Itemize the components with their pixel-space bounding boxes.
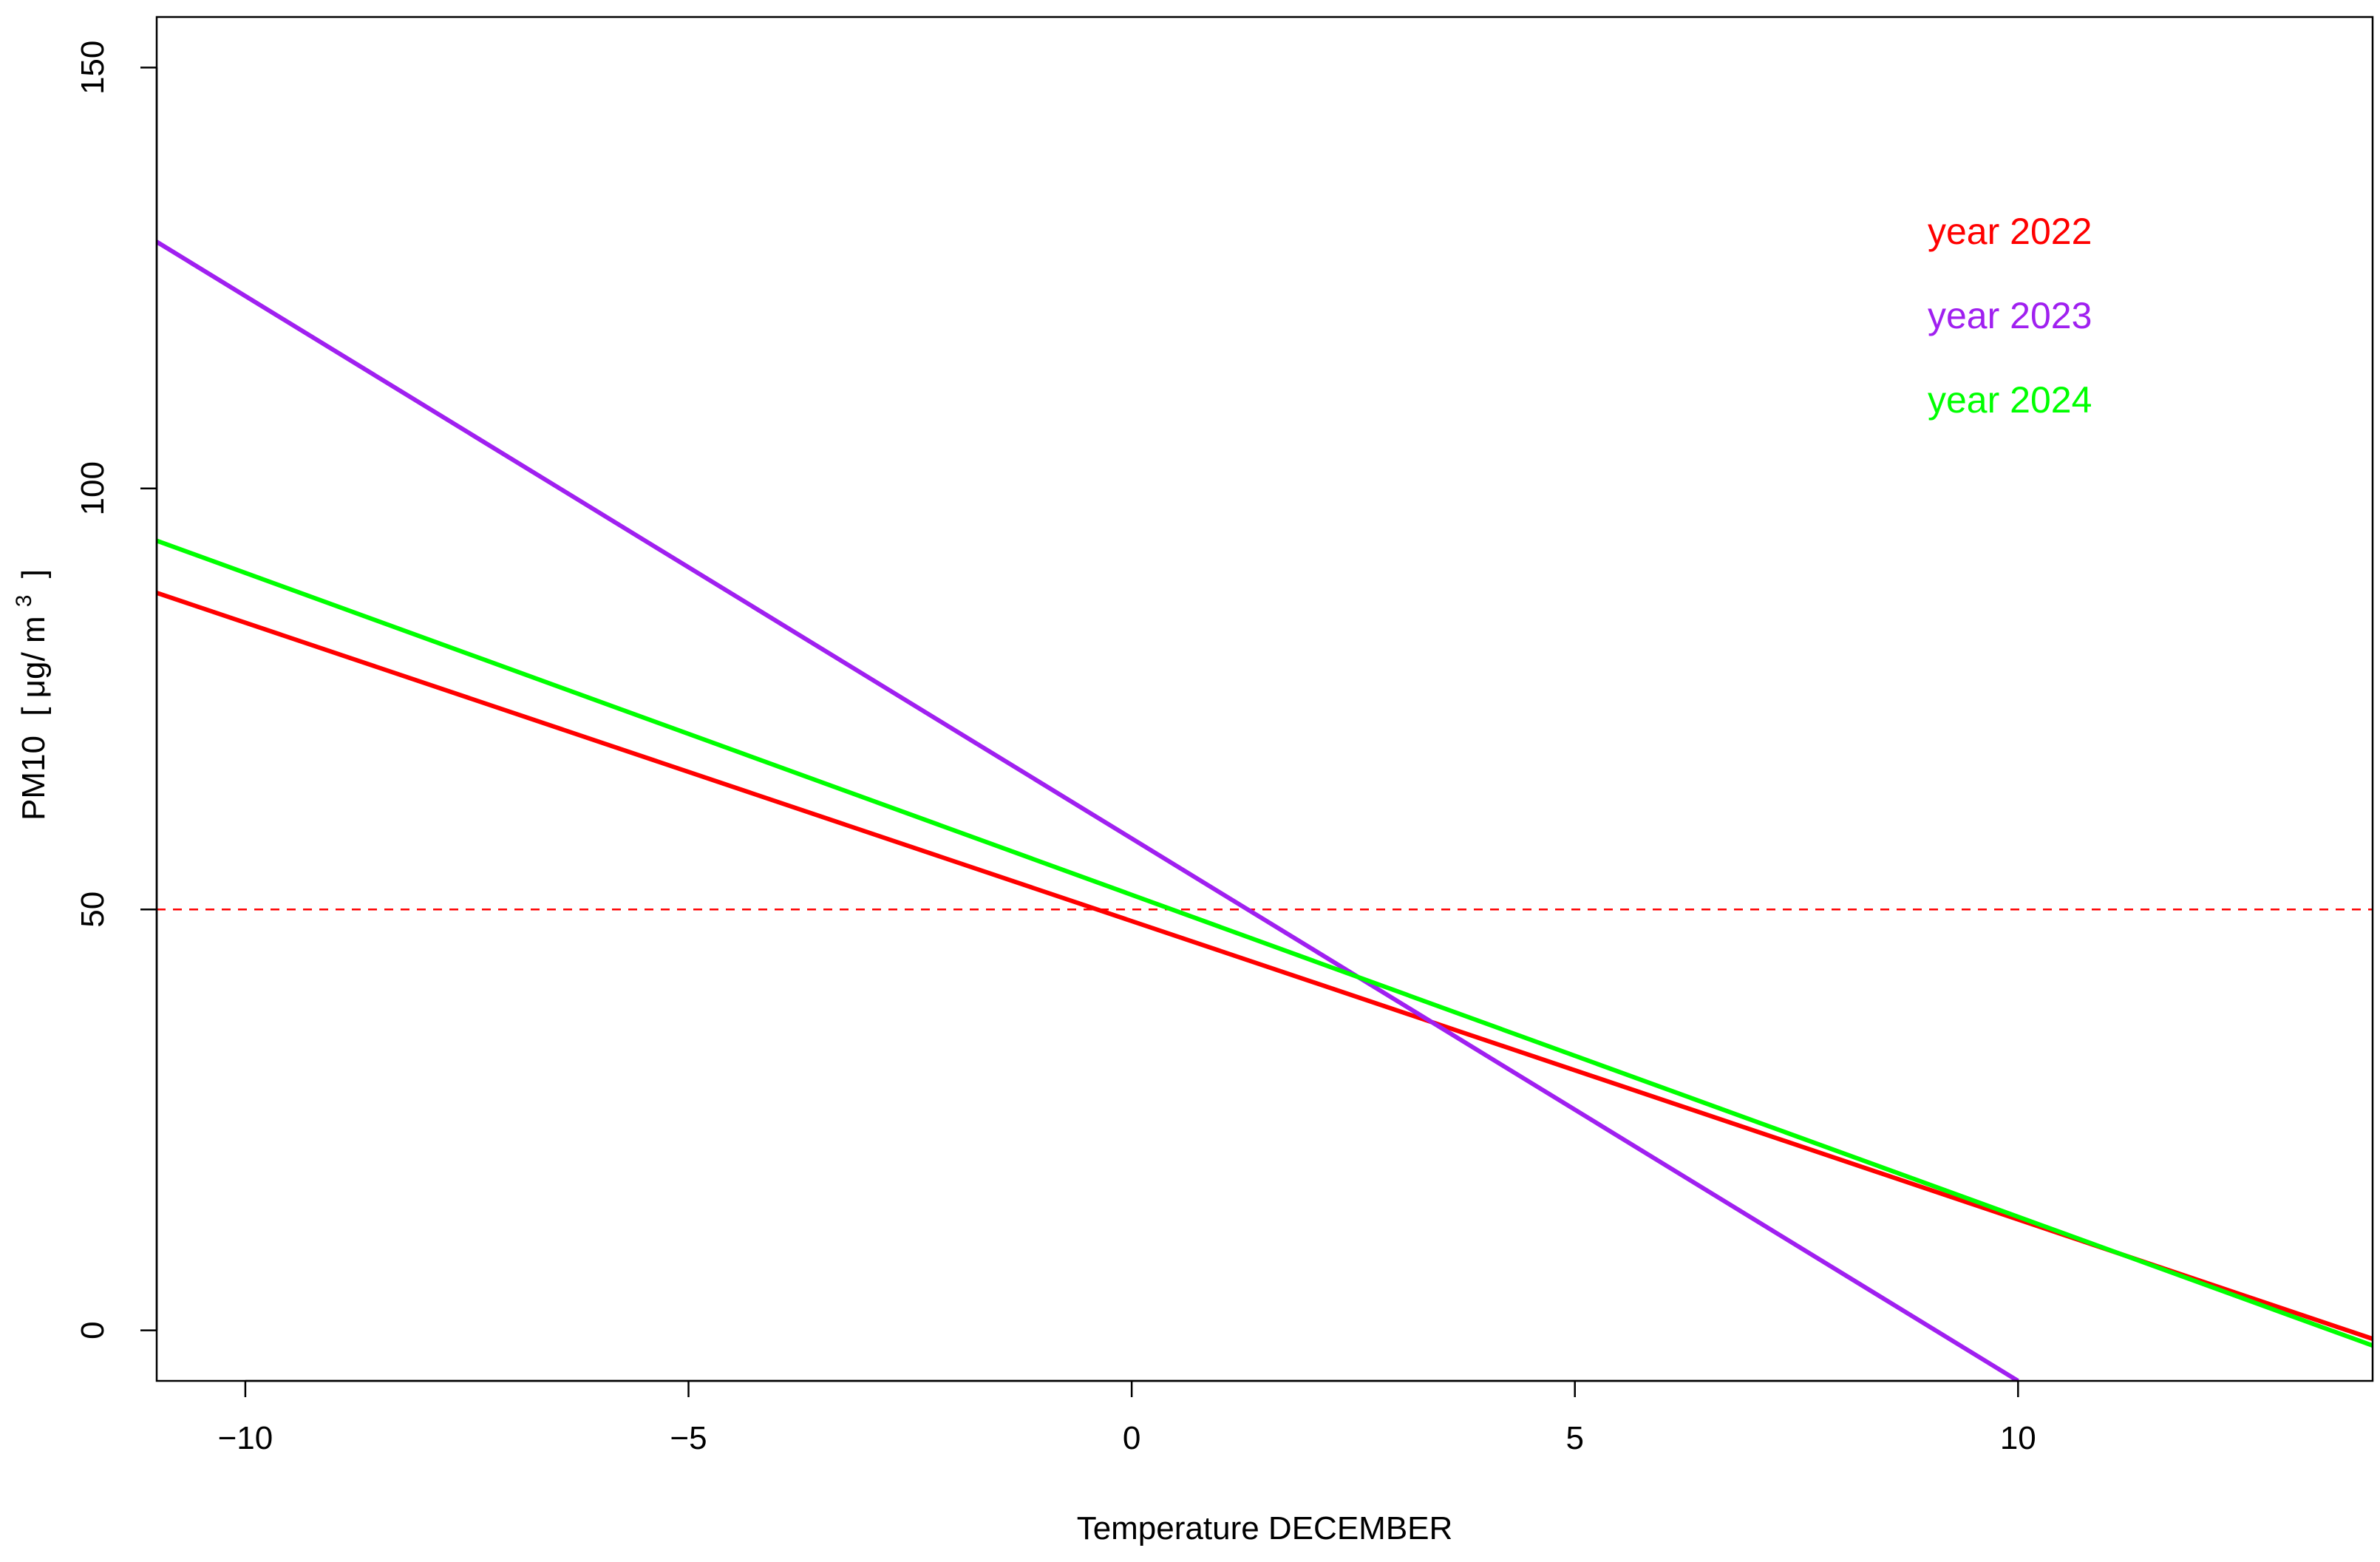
y-axis-label: PM10 [ μg/ m 3 ] (2, 569, 52, 821)
series-line-2 (157, 240, 2019, 1381)
y-axis-label-unit-close: ] (16, 569, 52, 578)
legend-entry-3: year 2024 (1928, 379, 2092, 421)
y-axis-label-text: PM10 (16, 736, 52, 821)
x-tick-label: −10 (218, 1420, 273, 1456)
legend-entry-1: year 2022 (1928, 211, 2092, 252)
y-tick-label: 0 (75, 1321, 111, 1339)
y-tick-label: 100 (75, 461, 111, 515)
x-axis-label: Temperature DECEMBER (1077, 1510, 1453, 1546)
legend-entry-2: year 2023 (1928, 295, 2092, 336)
y-tick-label: 150 (75, 41, 111, 95)
y-axis-label-unit-superscript: 3 (12, 594, 36, 607)
x-tick-label: 0 (1123, 1420, 1140, 1456)
legend: year 2022 year 2023 year 2024 (1928, 211, 2092, 421)
x-axis: −10 −5 0 5 10 (218, 1379, 2036, 1456)
series-lines (157, 240, 2373, 1381)
x-tick-label: 5 (1565, 1420, 1583, 1456)
y-axis-label-unit: [ μg/ m (16, 616, 52, 716)
y-axis: 0 50 100 150 (75, 41, 158, 1339)
x-tick-label: 10 (2000, 1420, 2036, 1456)
series-line-1 (157, 591, 2373, 1341)
series-line-3 (157, 538, 2373, 1348)
x-tick-label: −5 (670, 1420, 707, 1456)
y-tick-label: 50 (75, 892, 111, 928)
